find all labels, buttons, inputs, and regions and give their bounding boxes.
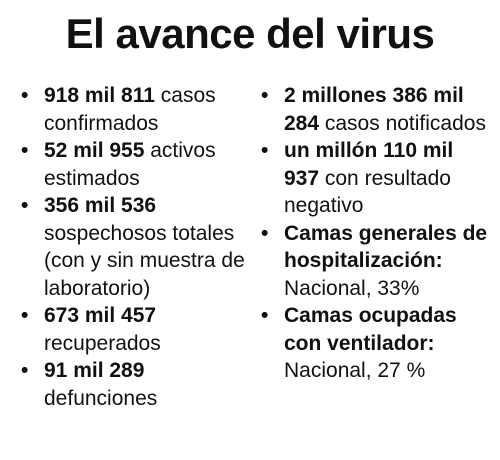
bullet-icon: • — [21, 304, 29, 327]
stat-value: 918 mil 811 — [44, 84, 155, 107]
stat-value: 673 mil 457 — [44, 304, 157, 327]
bullet-icon: • — [21, 84, 29, 107]
list-item: • Camas generales de hospitalización: Na… — [258, 220, 492, 303]
stat-value: 2 millones 386 mil 284 — [284, 84, 464, 135]
list-item: • 673 mil 457 recuperados — [18, 302, 246, 357]
stat-label: recuperados — [44, 331, 161, 355]
bullet-icon: • — [261, 221, 269, 245]
stat-label: Nacional, 27 % — [284, 359, 426, 382]
stat-label: sospechosos totales (con y sin muestra d… — [44, 221, 245, 300]
stat-value: 52 mil 955 — [44, 139, 145, 162]
bullet-icon: • — [21, 359, 29, 382]
stat-value: Camas ocupadas con ventilador: — [284, 304, 457, 355]
list-item: • 356 mil 536 sospechosos totales (con y… — [18, 192, 246, 302]
stat-label: casos confirmados — [44, 84, 216, 135]
bullet-icon: • — [261, 84, 269, 107]
bullet-icon: • — [21, 194, 29, 217]
stat-value: Camas generales de hospitalización: — [284, 221, 488, 273]
bullet-icon: • — [261, 304, 269, 327]
list-item: • 2 millones 386 mil 284 casos notificad… — [258, 82, 492, 137]
bullet-icon: • — [261, 139, 269, 162]
list-item: • Camas ocupadas con ventilador: Naciona… — [258, 302, 492, 385]
list-item: • 91 mil 289 defunciones — [18, 357, 246, 412]
stat-value: 356 mil 536 — [44, 194, 157, 217]
list-item: • 918 mil 811 casos confirmados — [18, 82, 246, 137]
list-item: • 52 mil 955 activos estimados — [18, 137, 246, 192]
right-stats-list: • 2 millones 386 mil 284 casos notificad… — [258, 82, 492, 385]
stat-value: un millón 110 mil 937 — [284, 139, 454, 190]
stat-label: activos estimados — [44, 139, 216, 190]
infographic-title: El avance del virus — [65, 10, 435, 57]
bullet-icon: • — [21, 139, 29, 162]
stat-label: Nacional, 33% — [284, 276, 420, 300]
list-item: • un millón 110 mil 937 con resultado ne… — [258, 137, 492, 220]
stat-label: defunciones — [44, 386, 158, 410]
stat-value: 91 mil 289 — [44, 359, 145, 382]
left-stats-list: • 918 mil 811 casos confirmados • 52 mil… — [18, 82, 246, 412]
stat-label: con resultado negativo — [284, 166, 451, 218]
stat-label: casos notificados — [319, 111, 486, 135]
